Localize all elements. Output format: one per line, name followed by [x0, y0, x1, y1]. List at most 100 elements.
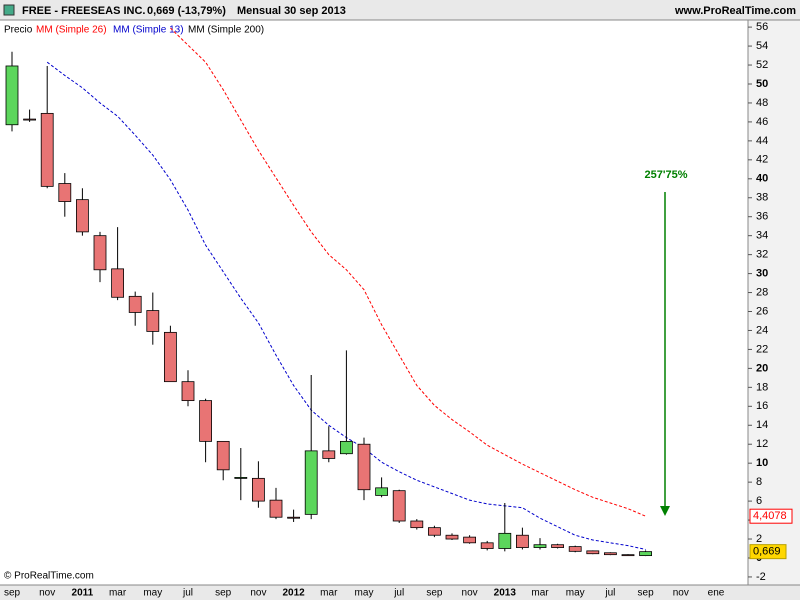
- candle-body: [516, 534, 529, 548]
- price-tag-label: 4,4078: [753, 510, 787, 522]
- candle-body: [287, 516, 301, 519]
- candle-body: [269, 499, 283, 518]
- legend-entry: MM (Simple 13): [113, 25, 184, 36]
- x-tick-label: jul: [604, 588, 615, 599]
- copyright: © ProRealTime.com: [4, 571, 94, 582]
- candle-body: [23, 118, 37, 121]
- x-tick-label: may: [143, 588, 162, 599]
- candle-body: [410, 520, 424, 529]
- candle-body: [551, 544, 564, 548]
- y-tick-label: 2: [756, 533, 762, 545]
- x-tick-label: sep: [638, 588, 655, 599]
- y-tick-label: 22: [756, 343, 768, 355]
- y-tick-label: 34: [756, 230, 768, 242]
- candle-body: [76, 199, 89, 233]
- y-tick-label: 56: [756, 21, 768, 33]
- candle-body: [234, 477, 248, 479]
- y-tick-label: 14: [756, 419, 768, 431]
- candle-body: [146, 310, 160, 332]
- x-tick-label: mar: [531, 588, 549, 599]
- y-tick-label: 50: [756, 78, 768, 90]
- icon: [3, 4, 15, 16]
- candle-body: [498, 532, 512, 549]
- moving-average: [170, 27, 646, 517]
- source[interactable]: www.ProRealTime.com: [674, 5, 796, 17]
- legend-entry: Precio: [4, 25, 33, 36]
- x-tick-label: sep: [215, 588, 232, 599]
- y-tick-label: 20: [756, 362, 768, 374]
- candle-body: [463, 536, 477, 544]
- candle-body: [163, 331, 177, 383]
- candle-body: [357, 443, 371, 491]
- y-tick-label: 42: [756, 154, 768, 166]
- price-tag: [749, 544, 787, 560]
- x-axis-area: [0, 585, 800, 600]
- y-tick-label: 28: [756, 286, 768, 298]
- candle-body: [533, 544, 547, 548]
- candle-body: [251, 477, 265, 502]
- candle-body: [427, 527, 441, 536]
- candle-body: [111, 268, 124, 298]
- candle-body: [216, 440, 230, 471]
- x-tick-label: 2011: [72, 588, 94, 599]
- price-tag: [749, 508, 793, 524]
- y-tick-label: 18: [756, 381, 768, 393]
- x-tick-label: nov: [462, 588, 478, 599]
- x-tick-label: nov: [673, 588, 689, 599]
- y-tick-label: 36: [756, 211, 768, 223]
- subtitle: 0,669 (-13,79%): [147, 5, 226, 17]
- y-tick-label: 30: [756, 267, 768, 279]
- candle-body: [58, 183, 72, 202]
- candle-body: [621, 554, 635, 557]
- y-tick-label: 6: [756, 495, 762, 507]
- x-tick-label: may: [566, 588, 585, 599]
- x-tick-label: ene: [708, 588, 725, 599]
- y-tick-label: 26: [756, 305, 768, 317]
- x-tick-label: mar: [109, 588, 127, 599]
- candle-body: [199, 400, 213, 442]
- y-tick-label: 48: [756, 97, 768, 109]
- candle-body: [604, 552, 617, 556]
- header-bar: [0, 0, 800, 20]
- candle-body: [586, 550, 600, 555]
- y-tick-label: 46: [756, 116, 768, 128]
- y-tick-label: -2: [756, 571, 766, 583]
- y-tick-label: 24: [756, 324, 768, 336]
- candle-body: [93, 235, 107, 271]
- y-tick-label: 44: [756, 135, 768, 147]
- candle-body: [5, 65, 19, 126]
- y-tick-label: 32: [756, 249, 768, 261]
- y-tick-label: 12: [756, 438, 768, 450]
- candle-body: [375, 487, 389, 496]
- y-tick-label: 38: [756, 192, 768, 204]
- price-tag-label: 0,669: [753, 546, 781, 558]
- y-tick-label: 52: [756, 59, 768, 71]
- x-tick-label: 2013: [494, 588, 517, 599]
- candle-body: [480, 542, 494, 549]
- y-tick-label: 40: [756, 173, 768, 185]
- x-tick-label: may: [355, 588, 374, 599]
- x-tick-label: sep: [4, 588, 21, 599]
- candle-body: [181, 381, 195, 402]
- candle-body: [568, 546, 582, 552]
- candle-body: [445, 534, 459, 540]
- y-tick-label: 10: [756, 457, 768, 469]
- candle-body: [304, 450, 318, 515]
- candle-body: [128, 295, 142, 313]
- title: FREE - FREESEAS INC.: [22, 5, 145, 17]
- y-tick-label: 8: [756, 476, 762, 488]
- x-tick-label: jul: [393, 588, 404, 599]
- candle-body: [639, 551, 652, 557]
- y-axis-area: [748, 20, 800, 585]
- x-tick-label: 2012: [282, 588, 305, 599]
- annotation-arrowhead: [660, 506, 670, 516]
- annotation: 257'75%: [645, 169, 688, 181]
- candle-body: [40, 112, 54, 187]
- y-tick-label: 16: [756, 400, 768, 412]
- y-tick-label: 54: [756, 40, 768, 52]
- candle-body: [322, 450, 336, 459]
- candle-body: [339, 440, 353, 455]
- legend-entry: MM (Simple 200): [188, 25, 264, 36]
- x-tick-label: nov: [39, 588, 55, 599]
